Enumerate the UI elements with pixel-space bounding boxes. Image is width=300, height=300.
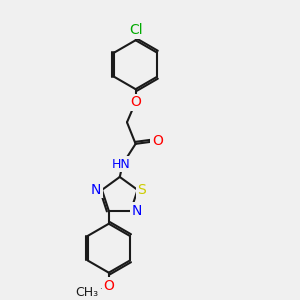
- Text: CH₃: CH₃: [76, 286, 99, 299]
- Text: O: O: [152, 134, 163, 148]
- Text: O: O: [130, 95, 141, 109]
- Text: S: S: [137, 183, 146, 197]
- Text: N: N: [131, 204, 142, 218]
- Text: O: O: [103, 279, 114, 292]
- Text: N: N: [91, 183, 101, 197]
- Text: HN: HN: [112, 158, 130, 170]
- Text: Cl: Cl: [129, 23, 142, 37]
